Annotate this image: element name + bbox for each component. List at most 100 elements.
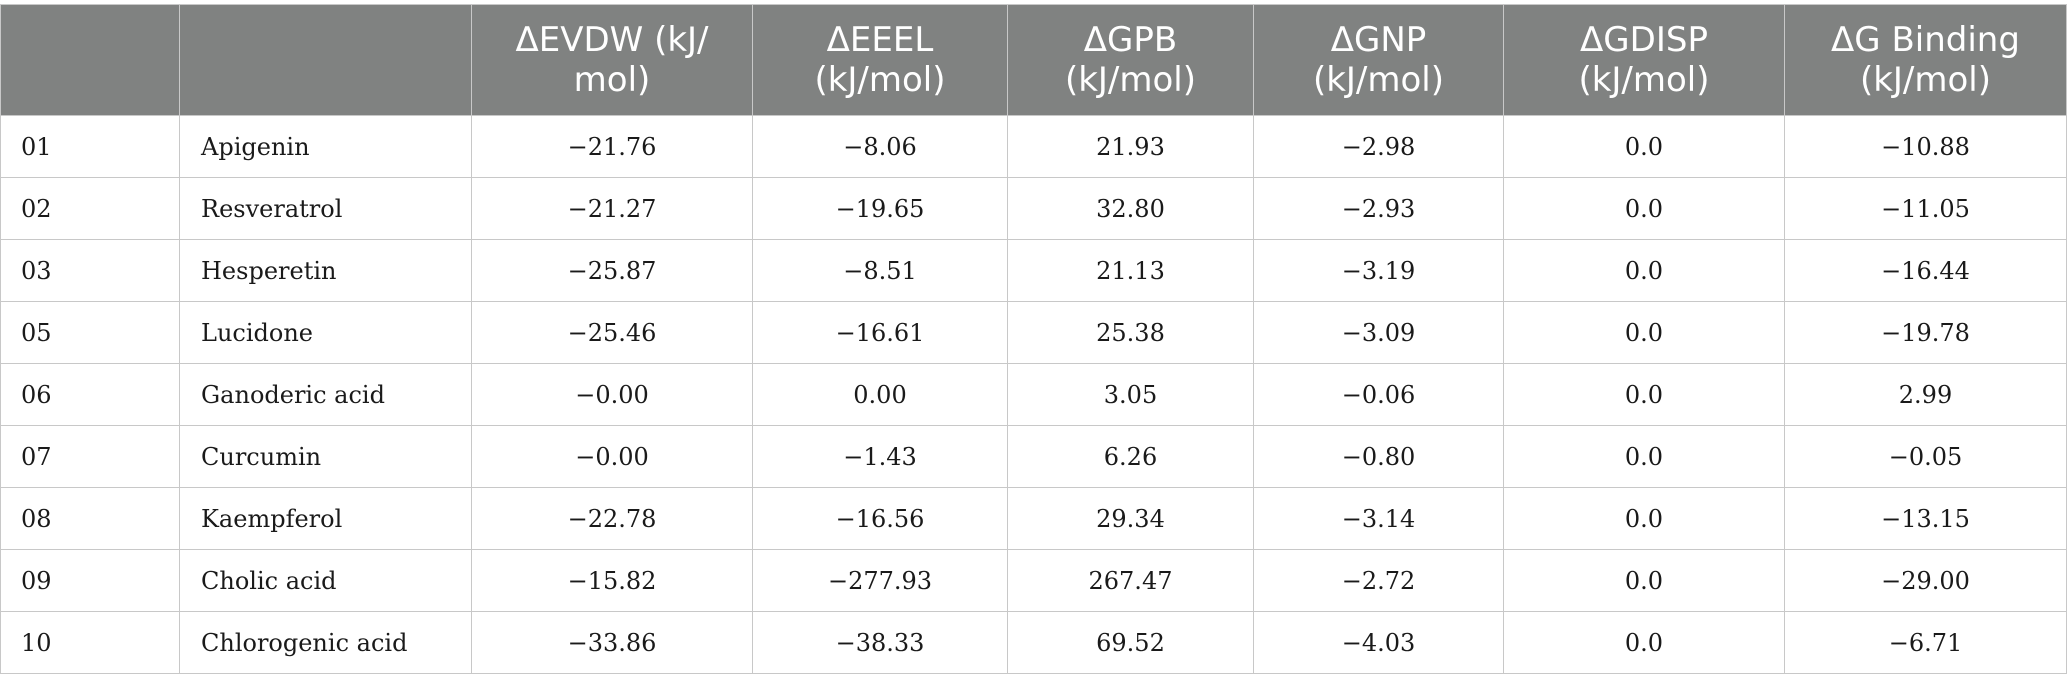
header-gnp-line2: (kJ/mol)	[1312, 60, 1445, 100]
header-gpb-line1: ΔGPB	[1083, 20, 1178, 60]
cell-gnp: −2.72	[1253, 549, 1504, 612]
cell-gnp: −0.80	[1253, 425, 1504, 488]
cell-eeel: −16.56	[752, 487, 1008, 550]
table-row: 03 Hesperetin −25.87 −8.51 21.13 −3.19 0.0 −16.…	[0, 239, 2067, 302]
cell-g-binding: −10.88	[1784, 115, 2067, 178]
header-gdisp-line2: (kJ/mol)	[1578, 60, 1710, 100]
cell-g-binding: 2.99	[1784, 363, 2067, 426]
cell-number: 10	[0, 611, 180, 674]
header-cell-gpb: ΔGPB (kJ/mol)	[1007, 4, 1254, 116]
cell-eeel: −8.51	[752, 239, 1008, 302]
header-cell-eeel: ΔEEEL (kJ/mol)	[752, 4, 1008, 116]
header-cell-evdw: ΔEVDW (kJ/ mol)	[471, 4, 753, 116]
cell-number: 09	[0, 549, 180, 612]
cell-gnp: −3.19	[1253, 239, 1504, 302]
cell-compound: Ganoderic acid	[179, 363, 472, 426]
cell-g-binding: −29.00	[1784, 549, 2067, 612]
header-evdw-line1: ΔEVDW (kJ/	[515, 20, 709, 60]
header-eeel-line2: (kJ/mol)	[814, 60, 946, 100]
cell-g-binding: −19.78	[1784, 301, 2067, 364]
table-row: 10 Chlorogenic acid −33.86 −38.33 69.52 −4.03…	[0, 611, 2067, 674]
cell-eeel: −38.33	[752, 611, 1008, 674]
cell-gpb: 267.47	[1007, 549, 1254, 612]
cell-gpb: 21.13	[1007, 239, 1254, 302]
table-row: 09 Cholic acid −15.82 −277.93 267.47 −2.72 0.0…	[0, 549, 2067, 612]
cell-gpb: 3.05	[1007, 363, 1254, 426]
cell-gnp: −2.98	[1253, 115, 1504, 178]
header-gdisp-line1: ΔGDISP	[1580, 20, 1708, 60]
cell-gpb: 25.38	[1007, 301, 1254, 364]
cell-gnp: −0.06	[1253, 363, 1504, 426]
cell-gpb: 29.34	[1007, 487, 1254, 550]
header-cell-number	[0, 4, 180, 116]
header-cell-g-binding: ΔG Binding (kJ/mol)	[1784, 4, 2067, 116]
cell-compound: Resveratrol	[179, 177, 472, 240]
cell-gpb: 32.80	[1007, 177, 1254, 240]
cell-compound: Hesperetin	[179, 239, 472, 302]
cell-compound: Curcumin	[179, 425, 472, 488]
cell-gnp: −3.09	[1253, 301, 1504, 364]
header-gpb-line2: (kJ/mol)	[1064, 60, 1197, 100]
results-table: ΔEVDW (kJ/ mol) ΔEEEL (kJ/mol) ΔGPB (kJ/…	[0, 4, 2067, 674]
cell-number: 05	[0, 301, 180, 364]
header-g-binding-line1: ΔG Binding	[1831, 20, 2020, 60]
cell-g-binding: −13.15	[1784, 487, 2067, 550]
cell-number: 02	[0, 177, 180, 240]
cell-number: 03	[0, 239, 180, 302]
cell-compound: Kaempferol	[179, 487, 472, 550]
header-evdw-line2: mol)	[573, 60, 651, 100]
table-body: 01 Apigenin −21.76 −8.06 21.93 −2.98 0.0 −10.88…	[0, 115, 2067, 674]
cell-g-binding: −11.05	[1784, 177, 2067, 240]
table-row: 08 Kaempferol −22.78 −16.56 29.34 −3.14 0.0 −13…	[0, 487, 2067, 550]
header-gnp-line1: ΔGNP	[1330, 20, 1427, 60]
cell-evdw: −21.76	[471, 115, 753, 178]
cell-gnp: −4.03	[1253, 611, 1504, 674]
cell-gdisp: 0.0	[1503, 611, 1785, 674]
cell-gdisp: 0.0	[1503, 239, 1785, 302]
cell-evdw: −0.00	[471, 363, 753, 426]
header-cell-gdisp: ΔGDISP (kJ/mol)	[1503, 4, 1785, 116]
header-g-binding-line2: (kJ/mol)	[1859, 60, 1992, 100]
header-row: ΔEVDW (kJ/ mol) ΔEEEL (kJ/mol) ΔGPB (kJ/…	[0, 4, 2067, 116]
cell-eeel: −277.93	[752, 549, 1008, 612]
cell-eeel: −1.43	[752, 425, 1008, 488]
cell-g-binding: −6.71	[1784, 611, 2067, 674]
cell-evdw: −25.46	[471, 301, 753, 364]
cell-compound: Cholic acid	[179, 549, 472, 612]
cell-gpb: 6.26	[1007, 425, 1254, 488]
cell-number: 07	[0, 425, 180, 488]
header-cell-compound	[179, 4, 472, 116]
table-row: 02 Resveratrol −21.27 −19.65 32.80 −2.93 0.0 −1…	[0, 177, 2067, 240]
cell-gdisp: 0.0	[1503, 425, 1785, 488]
cell-gdisp: 0.0	[1503, 301, 1785, 364]
table-row: 06 Ganoderic acid −0.00 0.00 3.05 −0.06 0.0 2.9…	[0, 363, 2067, 426]
table-row: 01 Apigenin −21.76 −8.06 21.93 −2.98 0.0 −10.88	[0, 115, 2067, 178]
cell-compound: Chlorogenic acid	[179, 611, 472, 674]
cell-evdw: −25.87	[471, 239, 753, 302]
cell-compound: Apigenin	[179, 115, 472, 178]
cell-gpb: 69.52	[1007, 611, 1254, 674]
cell-eeel: 0.00	[752, 363, 1008, 426]
header-eeel-line1: ΔEEEL	[826, 20, 934, 60]
table-row: 07 Curcumin −0.00 −1.43 6.26 −0.80 0.0 −0.05	[0, 425, 2067, 488]
cell-gnp: −2.93	[1253, 177, 1504, 240]
cell-gpb: 21.93	[1007, 115, 1254, 178]
cell-gdisp: 0.0	[1503, 363, 1785, 426]
cell-gdisp: 0.0	[1503, 549, 1785, 612]
cell-gdisp: 0.0	[1503, 177, 1785, 240]
cell-evdw: −21.27	[471, 177, 753, 240]
table-row: 05 Lucidone −25.46 −16.61 25.38 −3.09 0.0 −19.7…	[0, 301, 2067, 364]
cell-gnp: −3.14	[1253, 487, 1504, 550]
cell-number: 08	[0, 487, 180, 550]
cell-eeel: −8.06	[752, 115, 1008, 178]
cell-evdw: −22.78	[471, 487, 753, 550]
cell-evdw: −33.86	[471, 611, 753, 674]
cell-eeel: −16.61	[752, 301, 1008, 364]
cell-evdw: −0.00	[471, 425, 753, 488]
cell-gdisp: 0.0	[1503, 115, 1785, 178]
cell-eeel: −19.65	[752, 177, 1008, 240]
header-cell-gnp: ΔGNP (kJ/mol)	[1253, 4, 1504, 116]
cell-evdw: −15.82	[471, 549, 753, 612]
cell-compound: Lucidone	[179, 301, 472, 364]
cell-gdisp: 0.0	[1503, 487, 1785, 550]
